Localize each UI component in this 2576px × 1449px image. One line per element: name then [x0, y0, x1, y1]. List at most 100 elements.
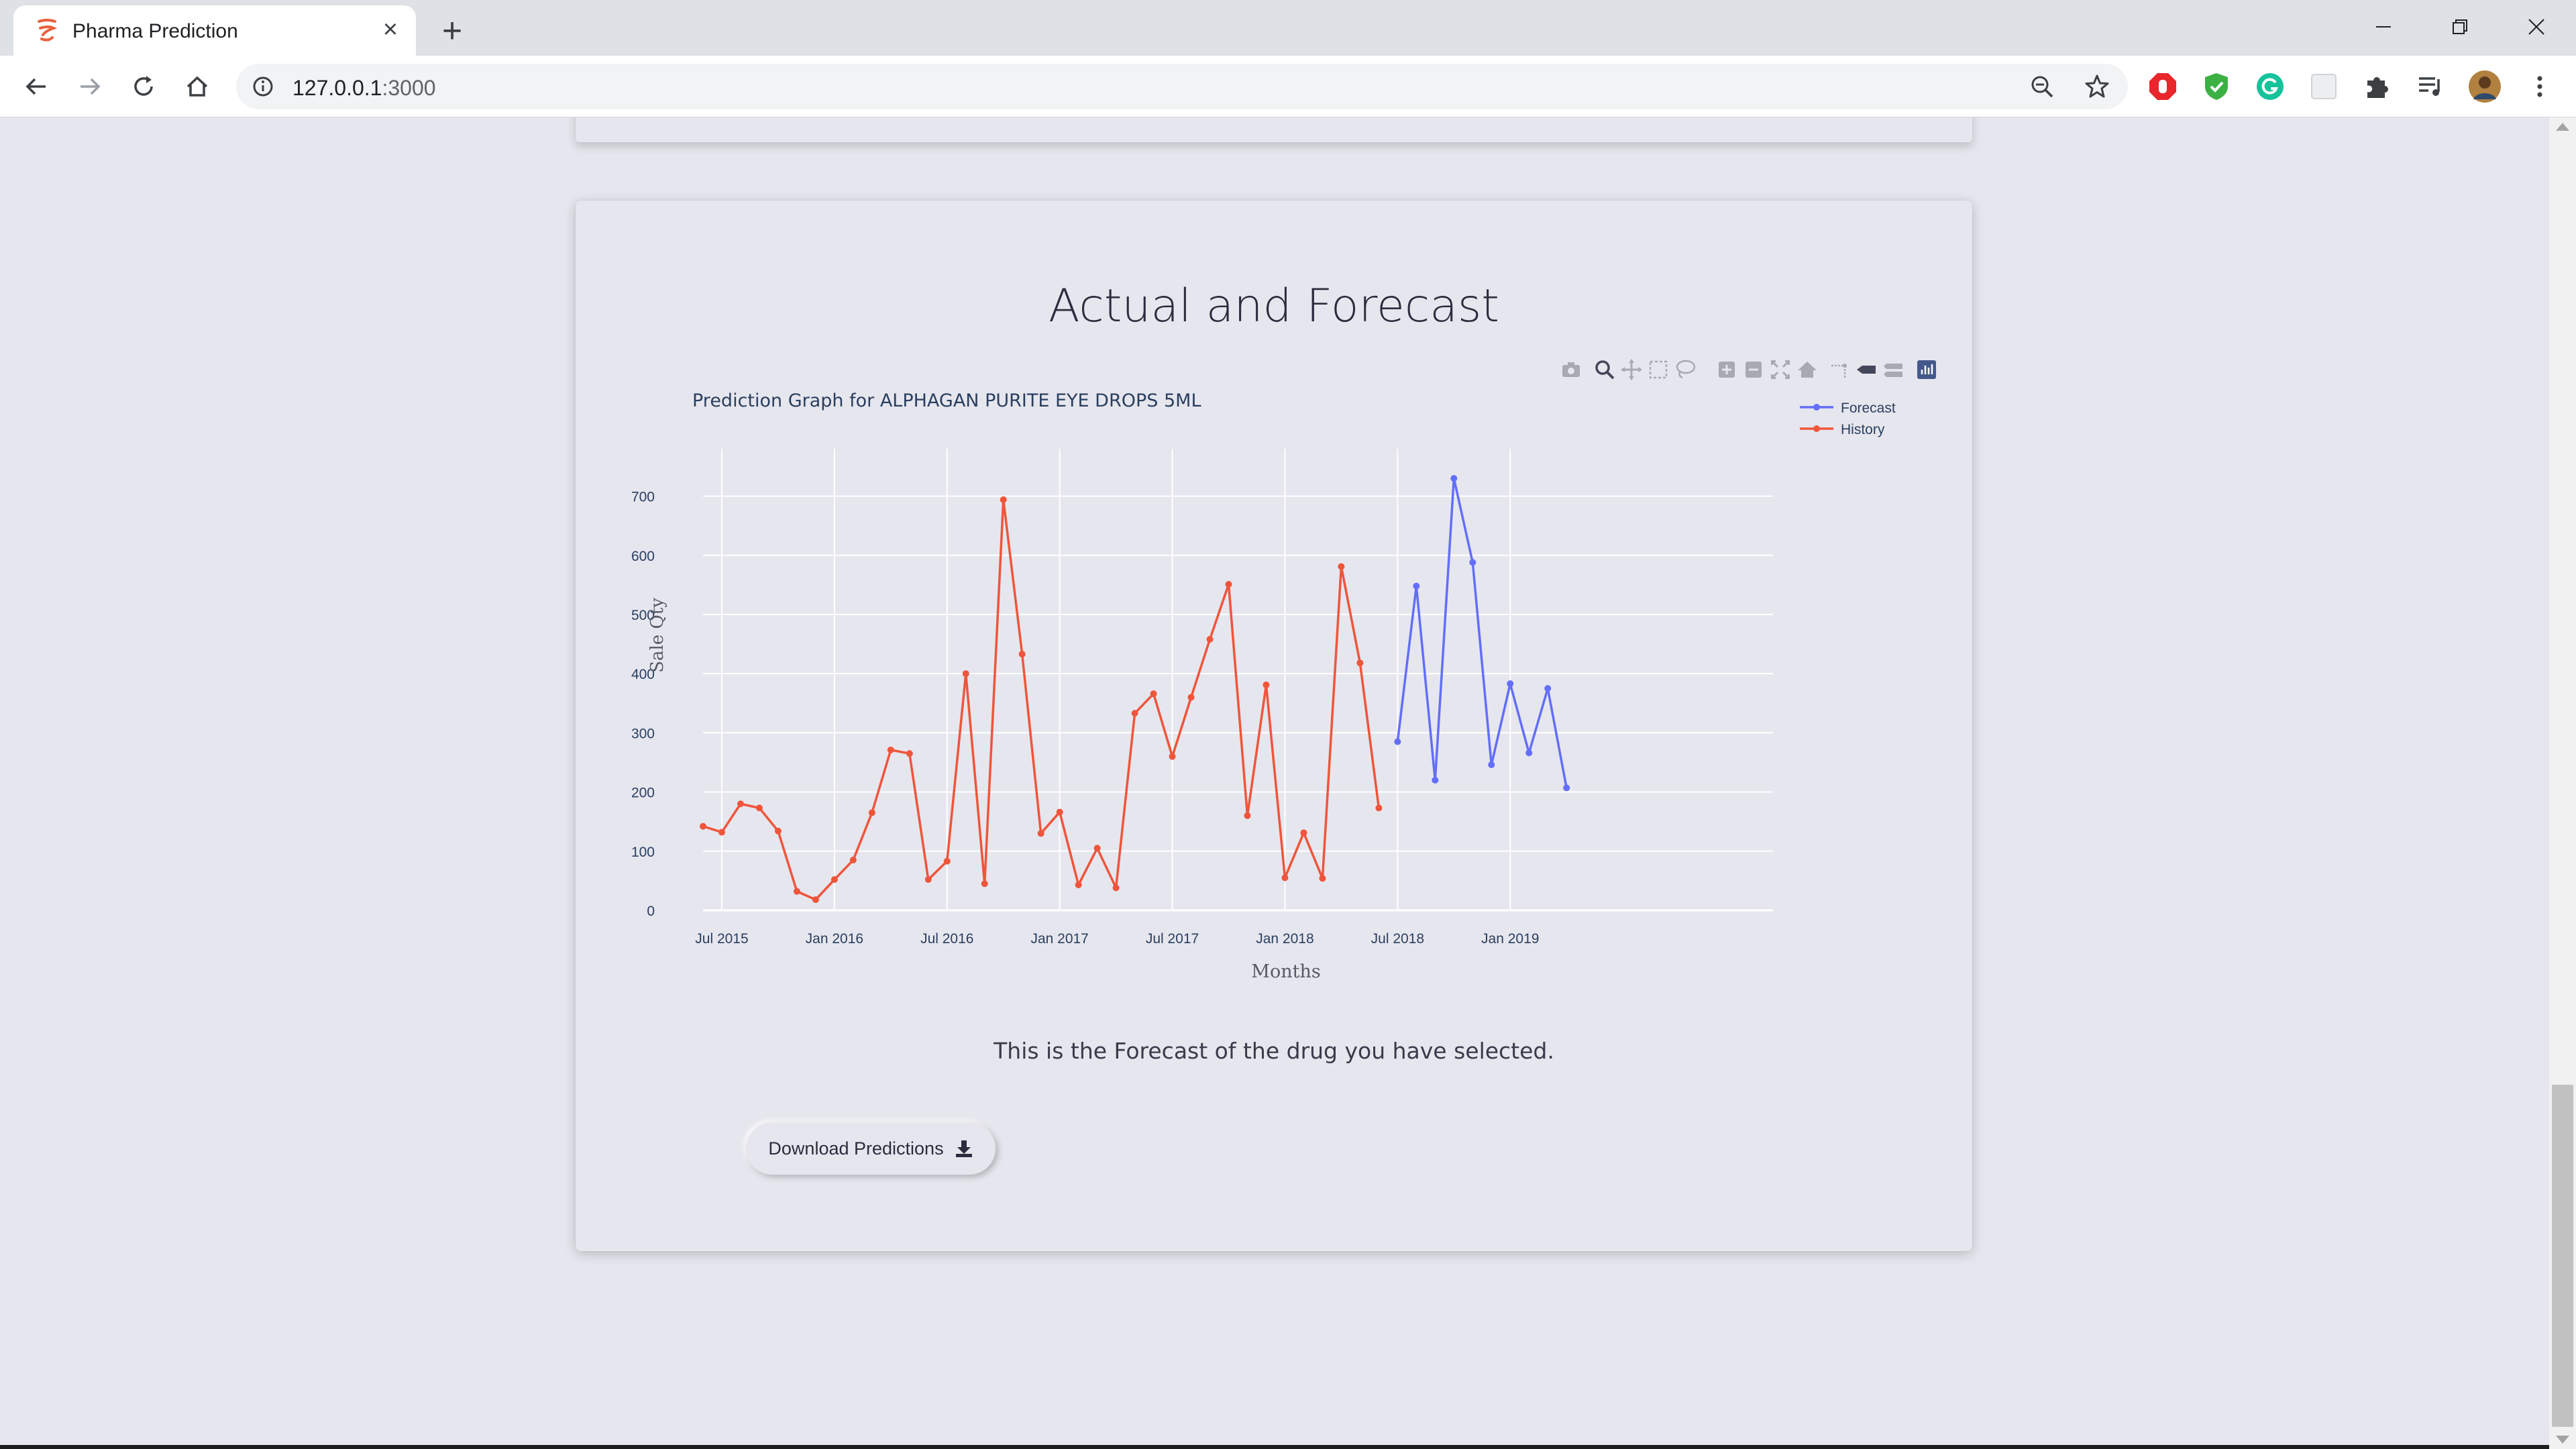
pan-icon[interactable]: [1619, 358, 1644, 382]
data-point-history[interactable]: [700, 822, 706, 830]
close-window-icon[interactable]: [2506, 7, 2567, 47]
legend-swatch-marker: [1813, 404, 1820, 411]
data-point-history[interactable]: [1225, 580, 1232, 588]
data-point-history[interactable]: [868, 809, 875, 816]
autoscale-icon[interactable]: [1768, 358, 1792, 382]
x-tick-label: Jan 2017: [1030, 931, 1088, 947]
box-select-icon[interactable]: [1646, 358, 1670, 382]
back-icon[interactable]: [17, 68, 55, 105]
extensions-puzzle-icon[interactable]: [2360, 69, 2395, 104]
data-point-forecast[interactable]: [1469, 559, 1477, 566]
data-point-history[interactable]: [1000, 496, 1007, 503]
bookmark-star-icon[interactable]: [2082, 72, 2112, 101]
data-point-history[interactable]: [1037, 830, 1044, 837]
grammarly-extension-icon[interactable]: [2253, 69, 2288, 104]
extension-placeholder-icon[interactable]: [2306, 69, 2341, 104]
reload-icon[interactable]: [125, 68, 162, 105]
data-point-history[interactable]: [1169, 753, 1176, 760]
data-point-history[interactable]: [774, 827, 782, 835]
data-point-history[interactable]: [1244, 812, 1251, 819]
data-point-forecast[interactable]: [1488, 761, 1495, 769]
adblock-extension-icon[interactable]: [2145, 69, 2180, 104]
profile-avatar-icon[interactable]: [2467, 69, 2502, 104]
data-point-history[interactable]: [718, 828, 725, 836]
hover-compare-icon[interactable]: [1881, 358, 1905, 382]
data-point-forecast[interactable]: [1394, 738, 1401, 745]
data-point-history[interactable]: [849, 857, 857, 864]
restore-icon[interactable]: [2430, 7, 2490, 47]
data-point-history[interactable]: [1206, 636, 1214, 643]
tab-close-icon[interactable]: ×: [382, 15, 398, 44]
plotly-chart[interactable]: Prediction Graph for ALPHAGAN PURITE EYE…: [602, 355, 1936, 1026]
scroll-thumb[interactable]: [2552, 1085, 2573, 1427]
site-info-icon[interactable]: [248, 72, 278, 101]
data-point-history[interactable]: [962, 670, 969, 678]
zoom-in-icon[interactable]: [1715, 358, 1739, 382]
lasso-select-icon[interactable]: [1673, 358, 1697, 382]
data-point-history[interactable]: [793, 888, 800, 895]
new-tab-icon[interactable]: +: [441, 11, 463, 50]
data-point-history[interactable]: [1150, 690, 1157, 698]
data-point-history[interactable]: [887, 746, 894, 753]
data-point-history[interactable]: [1187, 694, 1195, 701]
series-line-forecast[interactable]: [1396, 477, 1568, 788]
data-point-history[interactable]: [943, 857, 951, 865]
data-point-history[interactable]: [1112, 884, 1120, 892]
forward-icon[interactable]: [71, 68, 109, 105]
browser-tab[interactable]: Pharma Prediction ×: [13, 5, 416, 56]
minimize-icon[interactable]: [2353, 7, 2414, 47]
data-point-history[interactable]: [1338, 563, 1345, 570]
data-point-history[interactable]: [1319, 875, 1326, 882]
data-point-forecast[interactable]: [1544, 685, 1552, 692]
series-line-history[interactable]: [702, 498, 1381, 901]
data-point-history[interactable]: [981, 880, 988, 888]
zoom-out-icon[interactable]: [1741, 358, 1766, 382]
data-point-forecast[interactable]: [1413, 582, 1420, 590]
data-point-history[interactable]: [1131, 710, 1138, 717]
data-point-history[interactable]: [924, 876, 932, 883]
legend-item-forecast[interactable]: Forecast: [1800, 400, 1896, 416]
data-point-history[interactable]: [1056, 808, 1063, 816]
legend-item-history[interactable]: History: [1800, 422, 1885, 437]
x-tick-label: Jan 2016: [806, 931, 863, 947]
home-icon[interactable]: [178, 68, 216, 105]
data-point-forecast[interactable]: [1563, 784, 1570, 792]
data-point-forecast[interactable]: [1450, 475, 1458, 482]
spike-lines-icon[interactable]: [1827, 358, 1851, 382]
chart-legend[interactable]: Forecast History: [1800, 400, 1896, 437]
data-point-history[interactable]: [1093, 845, 1101, 852]
address-bar[interactable]: 127.0.0.1:3000: [236, 64, 2128, 109]
y-tick-label: 500: [631, 608, 655, 623]
hover-closest-icon[interactable]: [1854, 358, 1878, 382]
data-point-forecast[interactable]: [1432, 776, 1439, 784]
data-point-history[interactable]: [906, 750, 913, 757]
download-predictions-button[interactable]: Download Predictions: [746, 1122, 996, 1175]
y-axis-label: Sale Qty: [647, 598, 667, 673]
data-point-history[interactable]: [737, 800, 744, 808]
zoom-icon[interactable]: [2027, 72, 2057, 101]
shield-extension-icon[interactable]: [2199, 69, 2234, 104]
scroll-up-arrow[interactable]: [2556, 123, 2569, 131]
data-point-history[interactable]: [1075, 881, 1082, 889]
data-point-history[interactable]: [1375, 804, 1383, 812]
zoom-icon[interactable]: [1593, 358, 1617, 382]
reset-axes-icon[interactable]: [1795, 358, 1819, 382]
data-point-history[interactable]: [812, 896, 819, 904]
data-point-history[interactable]: [755, 804, 763, 812]
data-point-history[interactable]: [1263, 681, 1270, 688]
y-tick-label: 300: [631, 726, 655, 741]
browser-menu-icon[interactable]: [2522, 69, 2557, 104]
data-point-history[interactable]: [1018, 651, 1026, 658]
scroll-down-arrow[interactable]: [2556, 1436, 2569, 1444]
vertical-scrollbar[interactable]: [2549, 117, 2576, 1449]
data-point-history[interactable]: [1300, 829, 1307, 837]
data-point-history[interactable]: [1281, 874, 1289, 881]
data-point-history[interactable]: [1356, 659, 1364, 667]
data-point-forecast[interactable]: [1507, 680, 1514, 688]
camera-icon[interactable]: [1559, 358, 1583, 382]
data-point-history[interactable]: [830, 876, 838, 883]
plotly-logo-icon[interactable]: [1915, 358, 1939, 382]
media-playlist-icon[interactable]: [2414, 69, 2449, 104]
y-tick-label: 700: [631, 490, 655, 505]
data-point-forecast[interactable]: [1525, 749, 1533, 757]
